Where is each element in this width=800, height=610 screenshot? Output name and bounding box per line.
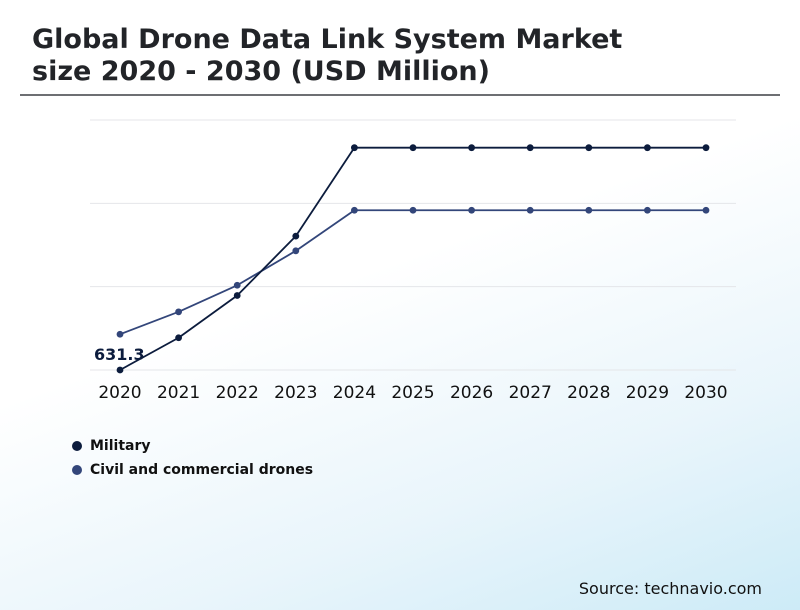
data-point-s0-2027 [526, 144, 534, 152]
data-point-s1-2023 [292, 247, 300, 255]
legend-label-military: Military [90, 438, 151, 454]
x-tick-label-2029: 2029 [626, 383, 669, 403]
x-tick-label-2026: 2026 [450, 383, 493, 403]
legend-marker-civil-commercial [72, 465, 82, 475]
series-line-0 [119, 146, 706, 371]
legend-marker-military [72, 441, 82, 451]
x-tick-label-2021: 2021 [157, 383, 200, 403]
x-tick-label-2023: 2023 [274, 383, 317, 403]
title-divider [20, 94, 780, 96]
x-tick-label-2030: 2030 [684, 383, 727, 403]
data-point-s1-2021 [175, 308, 183, 316]
data-point-s1-2024 [351, 206, 358, 214]
chart-legend: Military Civil and commercial drones [72, 434, 313, 482]
x-tick-label-2025: 2025 [391, 383, 434, 403]
legend-label-civil-commercial: Civil and commercial drones [90, 462, 314, 478]
data-point-s1-2030 [702, 206, 710, 214]
data-point-s0-2023 [292, 232, 300, 240]
data-point-s0-2020 [116, 366, 124, 374]
data-point-s1-2027 [526, 206, 534, 214]
data-label-0: 631.3 [94, 345, 145, 364]
data-point-s0-2026 [468, 144, 475, 152]
data-point-s1-2022 [233, 281, 241, 289]
data-point-s0-2024 [351, 144, 358, 152]
data-point-s1-2029 [644, 206, 651, 214]
data-point-s0-2029 [644, 144, 651, 152]
data-point-s1-2020 [116, 330, 124, 338]
legend-item-civil-commercial: Civil and commercial drones [72, 458, 313, 482]
data-point-s0-2022 [233, 292, 241, 299]
chart-title-line-1: Global Drone Data Link System Market [32, 24, 623, 55]
data-point-s0-2030 [702, 144, 710, 152]
data-point-s0-2021 [175, 334, 183, 342]
data-point-s1-2026 [468, 206, 475, 214]
x-tick-label-2027: 2027 [509, 383, 552, 403]
data-point-s1-2028 [585, 206, 593, 214]
x-tick-label-2022: 2022 [216, 383, 259, 403]
data-point-s1-2025 [409, 206, 417, 214]
chart-title-line-2: size 2020 - 2030 (USD Million) [32, 56, 490, 87]
legend-item-military: Military [72, 434, 313, 458]
data-point-s0-2025 [409, 144, 417, 152]
x-tick-label-2024: 2024 [333, 383, 376, 403]
data-point-s0-2028 [585, 144, 593, 152]
x-tick-label-2028: 2028 [567, 383, 610, 403]
x-tick-label-2020: 2020 [98, 383, 141, 403]
source-credit: Source: technavio.com [578, 579, 762, 598]
chart-title: Global Drone Data Link System Market siz… [32, 24, 622, 88]
